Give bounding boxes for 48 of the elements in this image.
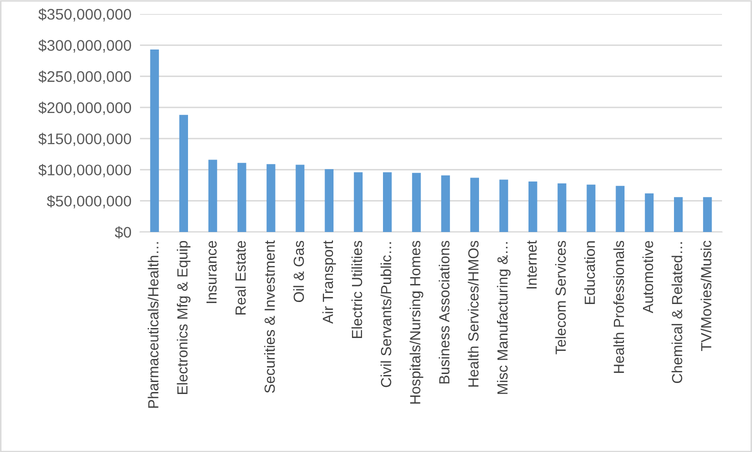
- bar: [528, 182, 538, 232]
- bar: [644, 193, 654, 232]
- bar: [382, 172, 392, 232]
- y-tick-label: $250,000,000: [38, 70, 132, 84]
- x-tick-label: Pharmaceuticals/Health…: [148, 242, 158, 408]
- x-tick-label: Internet: [526, 240, 537, 288]
- bar: [208, 160, 218, 232]
- y-tick-label: $350,000,000: [38, 8, 132, 22]
- y-tick-label: $100,000,000: [38, 164, 132, 178]
- bar: [150, 50, 159, 232]
- bar: [266, 164, 276, 232]
- x-tick-label: Business Associations: [438, 240, 450, 384]
- x-tick-label: Hospitals/Nursing Homes: [410, 240, 424, 404]
- y-tick-label: $50,000,000: [46, 195, 132, 208]
- y-tick-label: $200,000,000: [38, 102, 132, 115]
- bar: [616, 186, 625, 232]
- x-tick-label: Electric Utilities: [351, 240, 362, 338]
- x-tick-label: Real Estate: [235, 240, 246, 315]
- bar: [324, 169, 334, 232]
- x-tick-label: Oil & Gas: [293, 240, 304, 302]
- bar: [296, 164, 304, 232]
- x-tick-label: Health Services/HMOs: [468, 240, 479, 387]
- x-tick-label: Automotive: [642, 240, 654, 314]
- x-tick-label: TV/Movies/Music: [700, 240, 712, 352]
- bar: [674, 197, 683, 232]
- bar: [179, 114, 188, 232]
- bar: [586, 184, 596, 232]
- bar: [237, 162, 246, 232]
- bar: [354, 172, 363, 232]
- x-tick-label: Telecom Services: [555, 240, 566, 354]
- x-tick-label: Education: [584, 241, 595, 304]
- bar: [412, 172, 421, 232]
- x-tick-label: Civil Servants/Public…: [380, 242, 392, 388]
- x-tick-label: Electronics Mfg & Equip: [176, 240, 190, 394]
- bar: [703, 197, 712, 232]
- x-tick-label: Misc Manufacturing &…: [496, 242, 511, 394]
- bar: [441, 175, 450, 232]
- y-tick-label: $0: [114, 226, 132, 239]
- bar: [499, 180, 508, 232]
- y-tick-label: $300,000,000: [38, 39, 132, 53]
- x-tick-label: Chemical & Related…: [672, 242, 682, 384]
- bar: [558, 183, 566, 232]
- y-tick-label: $150,000,000: [38, 132, 132, 146]
- bar: [470, 178, 480, 232]
- x-tick-label: Insurance: [206, 240, 217, 304]
- x-tick-label: Securities & Investment: [264, 240, 275, 393]
- x-tick-label: Air Transport: [322, 240, 336, 324]
- x-tick-label: Health Professionals: [613, 240, 624, 373]
